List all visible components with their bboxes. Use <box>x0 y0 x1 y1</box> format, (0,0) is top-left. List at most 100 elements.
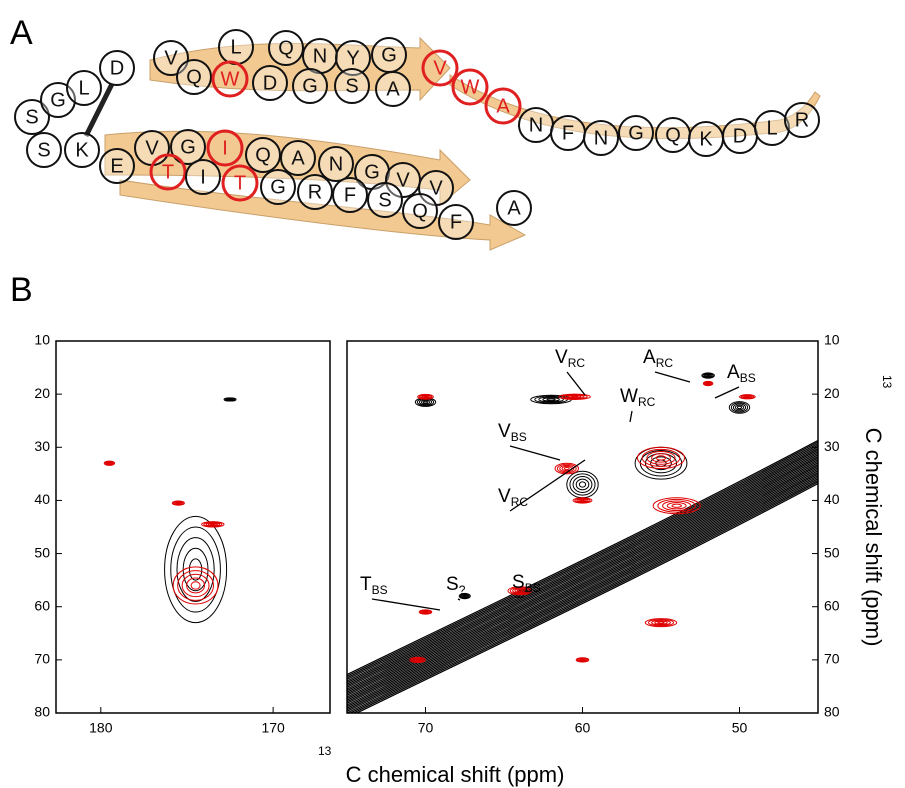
contour <box>641 448 681 467</box>
contour <box>569 473 596 496</box>
contour <box>558 393 591 400</box>
diagonal-contour <box>347 452 818 689</box>
annotation: VRC <box>555 347 585 370</box>
y-tick-label: 10 <box>824 332 840 348</box>
contour <box>164 515 228 624</box>
residue-letter: W <box>461 76 480 98</box>
diagonal-contour <box>347 468 818 705</box>
contour <box>516 589 523 593</box>
residue-letter: D <box>733 125 747 147</box>
residue-letter: F <box>562 122 574 144</box>
contour <box>636 446 686 470</box>
contour <box>564 394 585 399</box>
residue-circle <box>375 71 411 107</box>
residue-letter: N <box>329 153 343 175</box>
residue-letter: F <box>450 211 462 233</box>
residue-letter: L <box>78 77 89 99</box>
residue-letter: V <box>396 169 410 191</box>
contour <box>706 382 710 385</box>
contour <box>655 459 667 467</box>
residue-circle <box>334 68 370 104</box>
contour <box>507 586 532 596</box>
residue-letter: D <box>110 57 124 79</box>
residue-circle <box>438 204 474 240</box>
residue-circle <box>64 132 100 168</box>
contour <box>414 658 422 662</box>
residue-circle <box>421 49 459 87</box>
contour <box>701 372 715 379</box>
contour <box>572 476 593 493</box>
contour <box>170 526 221 613</box>
contour <box>410 657 425 663</box>
contour <box>462 594 468 598</box>
residue-circle <box>451 68 489 106</box>
residue-letter: W <box>221 68 240 90</box>
contour <box>186 577 206 594</box>
diagonal-band <box>347 439 818 713</box>
contour <box>172 566 219 605</box>
x-tick-label: 60 <box>575 720 591 736</box>
contour <box>572 497 593 504</box>
contour <box>651 453 671 463</box>
residue-letter: K <box>699 128 713 150</box>
diagonal-contour <box>352 481 818 713</box>
residue-letter: S <box>378 189 391 211</box>
contour <box>745 395 750 398</box>
residue-circle <box>245 137 281 173</box>
y-tick-label: 30 <box>824 438 840 454</box>
diagonal-contour <box>347 462 818 698</box>
residue-circle <box>268 30 304 66</box>
annotation-sub: BS <box>525 581 541 595</box>
diagonal-contour <box>347 466 818 703</box>
contour <box>634 446 688 480</box>
residue-letter: Q <box>186 66 202 88</box>
diagonal-contour <box>347 470 818 706</box>
contour <box>176 502 181 505</box>
residue-letter: S <box>25 106 38 128</box>
residue-letter: N <box>594 127 608 149</box>
contour <box>176 537 215 602</box>
contour <box>546 398 556 401</box>
contour <box>458 592 471 600</box>
residue-circle <box>170 129 206 165</box>
residue-circle <box>292 68 328 104</box>
contour <box>420 399 431 405</box>
diagonal-contour <box>347 454 818 690</box>
residue-letter: I <box>200 166 206 188</box>
y-tick-label: 50 <box>824 544 840 560</box>
residue-letter: V <box>433 57 447 79</box>
diagonal-contour <box>347 447 818 684</box>
contour <box>177 570 215 601</box>
x-axis-label: C chemical shift (ppm) <box>346 762 565 787</box>
panel-label: A <box>10 14 33 52</box>
diagonal-contour <box>347 458 818 695</box>
contour <box>650 456 672 471</box>
diagonal-contour <box>347 465 818 701</box>
residue-circle <box>149 153 187 191</box>
annotation-sub: BS <box>740 371 756 385</box>
contour <box>728 401 751 414</box>
contour <box>542 397 560 402</box>
contour <box>567 395 582 399</box>
y-tick-label: 50 <box>34 544 50 560</box>
residue-letter: S <box>345 75 358 97</box>
contour <box>107 462 111 465</box>
y-axis-label: C chemical shift (ppm) <box>861 428 886 647</box>
diagonal-contour <box>347 473 818 709</box>
residue-circle <box>14 99 50 135</box>
y-tick-label: 60 <box>824 597 840 613</box>
contour <box>566 470 599 499</box>
contour <box>655 455 667 461</box>
residue-letter: N <box>529 114 543 136</box>
contour <box>512 587 528 594</box>
y-tick-label: 20 <box>824 385 840 401</box>
contour <box>181 573 210 598</box>
diagonal-contour <box>347 471 818 708</box>
contour <box>409 656 426 664</box>
contour <box>203 521 223 527</box>
annotation: VBS <box>498 421 527 444</box>
residue-letter: R <box>795 109 809 131</box>
residue-circle <box>583 120 619 156</box>
residue-letter: V <box>164 47 178 69</box>
